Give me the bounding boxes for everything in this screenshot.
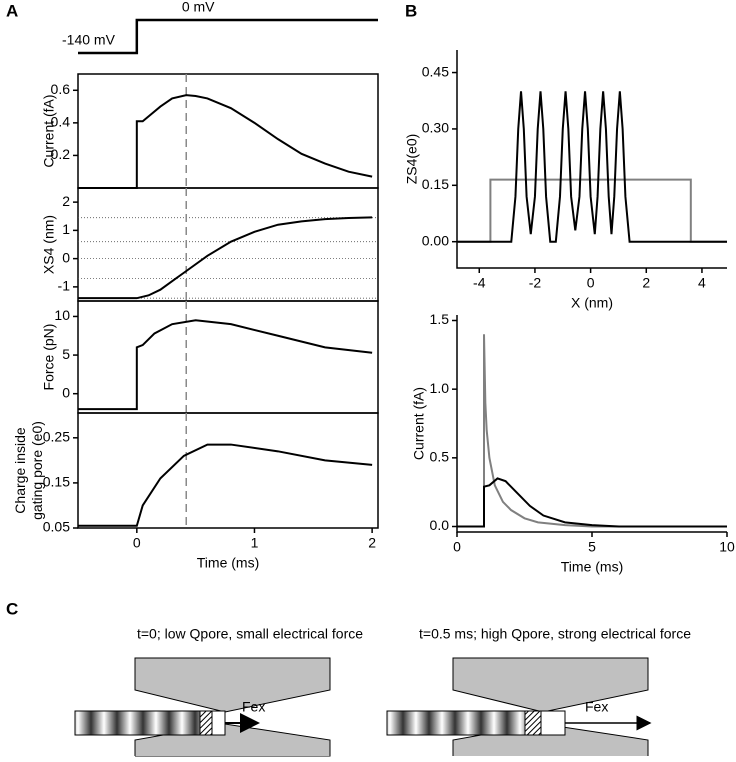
x-axis-label: X (nm) <box>571 295 613 311</box>
x-axis-label: Time (ms) <box>197 555 259 571</box>
pore-diagram-right: t=0.5 ms; high Qpore, strong electrical … <box>386 626 691 756</box>
charge-region <box>199 710 213 736</box>
s4-segment <box>386 710 526 736</box>
x-tick-label: 1 <box>251 535 259 551</box>
caption: t=0.5 ms; high Qpore, strong electrical … <box>419 626 691 642</box>
y-axis-label: Current (fA) <box>411 387 427 460</box>
y-tick-label: 0.4 <box>51 114 71 130</box>
data-line <box>78 94 373 189</box>
pore-diagram-left: t=0; low Qpore, small electrical force F… <box>74 626 363 760</box>
y-axis-label: XS4 (nm) <box>41 215 57 274</box>
y-tick-label: 0.0 <box>430 517 450 533</box>
y-tick-label: 0.05 <box>43 519 70 535</box>
y-tick-label: 0.6 <box>51 81 71 97</box>
y-tick-label: 0.30 <box>422 120 449 136</box>
force-label: Fex <box>242 699 265 715</box>
x-axis-label: Time (ms) <box>561 559 623 575</box>
panel-label: C <box>6 599 18 618</box>
charge-region <box>524 710 542 736</box>
y-tick-label: 0.15 <box>422 176 449 192</box>
y-tick-label: 10 <box>54 307 70 323</box>
x-tick-label: 10 <box>719 539 735 555</box>
y-tick-label: 5 <box>62 346 70 362</box>
data-line <box>78 18 378 55</box>
y-tick-label: 1 <box>62 221 70 237</box>
y-tick-label: 1.0 <box>430 380 450 396</box>
x-tick-label: -2 <box>529 275 542 291</box>
s4-segment <box>74 710 201 736</box>
panel-label: A <box>6 1 18 20</box>
y-tick-label: -1 <box>58 278 71 294</box>
y-axis-label: Charge inside <box>12 427 28 514</box>
y-axis-label: Force (pN) <box>41 324 57 391</box>
x-tick-label: 2 <box>642 275 650 291</box>
y-axis-label: Current (fA) <box>41 94 57 167</box>
y-tick-label: 0 <box>62 384 70 400</box>
annotation: -140 mV <box>62 32 116 48</box>
data-line <box>457 477 727 528</box>
data-line <box>78 319 373 411</box>
y-tick-label: 0.5 <box>430 449 450 465</box>
segment-end <box>211 710 226 736</box>
axes <box>456 315 727 533</box>
y-tick-label: 0.15 <box>43 474 70 490</box>
axes <box>456 50 727 269</box>
x-tick-label: 0 <box>587 275 595 291</box>
y-tick-label: 0.45 <box>422 63 449 79</box>
data-line <box>457 334 727 528</box>
panel-label: B <box>405 1 417 20</box>
force-label: Fex <box>585 699 608 715</box>
y-tick-label: 1.5 <box>430 311 450 327</box>
plot-frame <box>77 412 379 529</box>
x-tick-label: -4 <box>473 275 486 291</box>
y-axis-label: gating pore (e0) <box>29 421 45 520</box>
x-tick-label: 2 <box>368 535 376 551</box>
y-tick-label: 2 <box>62 193 70 209</box>
y-axis-label: ZS4(e0) <box>404 134 420 185</box>
caption: t=0; low Qpore, small electrical force <box>137 626 363 642</box>
y-tick-label: 0 <box>62 249 70 265</box>
pore-wall <box>134 657 331 713</box>
x-tick-label: 0 <box>133 535 141 551</box>
segment-end <box>540 710 566 736</box>
y-tick-label: 0.2 <box>51 146 71 162</box>
x-tick-label: 5 <box>588 539 596 555</box>
x-tick-label: 4 <box>698 275 706 291</box>
y-tick-label: 0.00 <box>422 232 449 248</box>
annotation: 0 mV <box>182 0 215 15</box>
x-tick-label: 0 <box>453 539 461 555</box>
data-line <box>78 216 373 300</box>
data-line <box>78 443 373 527</box>
pore-wall <box>452 657 649 713</box>
y-tick-label: 0.25 <box>43 429 70 445</box>
data-line <box>457 91 727 243</box>
plot-frame <box>77 300 379 414</box>
plot-frame <box>77 73 379 189</box>
